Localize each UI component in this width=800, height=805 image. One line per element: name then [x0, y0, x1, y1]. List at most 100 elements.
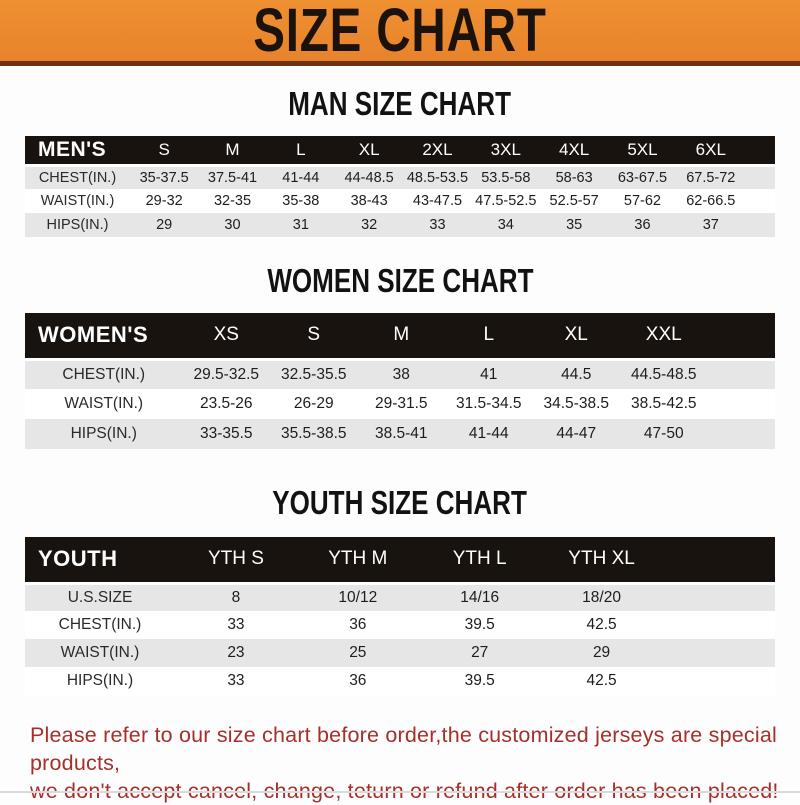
size-cell: 29-31.5 [357, 389, 445, 419]
size-cell: 44-47 [532, 419, 620, 449]
size-cell: 35-37.5 [130, 165, 199, 189]
size-cell: 38 [357, 359, 445, 389]
size-column-header: YTH M [296, 537, 419, 585]
row-filler-cell [744, 189, 775, 213]
size-cell: 32 [334, 213, 404, 237]
size-cell: 10/12 [296, 583, 419, 611]
section-heading-text: YOUTH SIZE CHART [272, 483, 528, 522]
row-label: HIPS(IN.) [25, 213, 130, 237]
table-row: CHEST(IN.) 35-37.5 37.5-41 41-44 44-48.5 48.5… [25, 165, 775, 189]
size-cell: 26-29 [270, 389, 358, 419]
size-cell: 41 [445, 359, 533, 389]
size-cell: 14/16 [418, 583, 541, 611]
size-cell: 62-66.5 [676, 189, 745, 213]
row-filler-cell [707, 359, 775, 389]
size-cell: 38.5-42.5 [620, 389, 708, 419]
row-label: WAIST(IN.) [25, 189, 130, 213]
header-filler-cell [707, 313, 775, 361]
banner: SIZE CHART [0, 0, 800, 66]
row-filler-cell [744, 165, 775, 189]
size-column-header: S [130, 136, 199, 167]
table-row: WAIST(IN.) 23.5-26 26-29 29-31.5 31.5-34.5 34… [25, 389, 775, 419]
size-cell: 57-62 [608, 189, 677, 213]
row-filler-cell [707, 419, 775, 449]
size-cell: 53.5-58 [471, 165, 540, 189]
table-corner-label: YOUTH [25, 537, 175, 585]
size-column-header: XXL [620, 313, 708, 361]
size-cell: 27 [418, 639, 541, 667]
size-cell: 41-44 [445, 419, 533, 449]
row-label: HIPS(IN.) [25, 419, 183, 449]
size-cell: 37.5-41 [198, 165, 267, 189]
size-cell: 36 [296, 611, 419, 639]
section-heading-text: MAN SIZE CHART [288, 84, 512, 123]
size-column-header: S [270, 313, 358, 361]
section-heading-text: WOMEN SIZE CHART [266, 261, 534, 300]
size-column-header: YTH L [418, 537, 541, 585]
size-column-header: 4XL [539, 136, 609, 167]
table-row: CHEST(IN.) 29.5-32.5 32.5-35.5 38 41 44.5 44.5… [25, 359, 775, 389]
table-header-row: WOMEN'S XS S M L XL XXL [25, 313, 775, 361]
table-row: HIPS(IN.) 29 30 31 32 33 34 35 36 37 [25, 213, 775, 237]
size-cell: 67.5-72 [676, 165, 745, 189]
size-cell: 38-43 [334, 189, 404, 213]
size-column-header: M [357, 313, 445, 361]
size-column-header: M [198, 136, 267, 167]
size-cell: 43-47.5 [403, 189, 472, 213]
table-corner-label: WOMEN'S [25, 313, 183, 361]
size-cell: 48.5-53.5 [403, 165, 472, 189]
footer-note-line-1: Please refer to our size chart before or… [30, 723, 777, 775]
size-cell: 38.5-41 [357, 419, 445, 449]
size-cell: 23 [175, 639, 297, 667]
table-corner-label: MEN'S [25, 136, 130, 167]
size-cell: 25 [296, 639, 419, 667]
table-row: U.S.SIZE 8 10/12 14/16 18/20 [25, 583, 775, 611]
size-cell: 63-67.5 [608, 165, 677, 189]
row-label: CHEST(IN.) [25, 165, 130, 189]
row-label: CHEST(IN.) [25, 611, 175, 639]
row-label: HIPS(IN.) [25, 667, 175, 695]
size-cell: 29.5-32.5 [182, 359, 270, 389]
table-row: WAIST(IN.) 29-32 32-35 35-38 38-43 43-47.5 47.… [25, 189, 775, 213]
table-row: WAIST(IN.) 23 25 27 29 [25, 639, 775, 667]
table-row: CHEST(IN.) 33 36 39.5 42.5 [25, 611, 775, 639]
row-label: WAIST(IN.) [25, 389, 183, 419]
size-cell: 47-50 [620, 419, 708, 449]
size-chart-section: YOUTH SIZE CHART YOUTH YTH S YTH M YTH L YTH … [0, 483, 800, 695]
size-chart-section: WOMEN SIZE CHART WOMEN'S XS S M L XL XXL CHEST(I… [0, 261, 800, 449]
bottom-divider [0, 791, 800, 793]
size-cell: 47.5-52.5 [471, 189, 540, 213]
section-heading: WOMEN SIZE CHART [0, 261, 800, 300]
size-cell: 33 [403, 213, 472, 237]
size-cell: 35 [539, 213, 609, 237]
size-cell: 58-63 [539, 165, 609, 189]
row-filler-cell [662, 667, 775, 695]
size-cell: 8 [175, 583, 297, 611]
size-column-header: L [266, 136, 335, 167]
size-cell: 44.5-48.5 [620, 359, 708, 389]
size-table: YOUTH YTH S YTH M YTH L YTH XL U.S.SIZE 8 10/12… [25, 537, 775, 695]
size-column-header: 6XL [676, 136, 745, 167]
size-cell: 35-38 [266, 189, 335, 213]
size-cell: 39.5 [418, 611, 541, 639]
size-cell: 29 [130, 213, 199, 237]
row-label: CHEST(IN.) [25, 359, 183, 389]
size-cell: 39.5 [418, 667, 541, 695]
row-filler-cell [707, 389, 775, 419]
table-row: HIPS(IN.) 33 36 39.5 42.5 [25, 667, 775, 695]
size-table: WOMEN'S XS S M L XL XXL CHEST(IN.) 29.5-32.5 32.5… [25, 313, 775, 449]
size-table: MEN'S S M L XL 2XL 3XL 4XL 5XL 6XL CHEST(IN.) 35-37… [25, 136, 775, 237]
size-column-header: XL [532, 313, 620, 361]
size-cell: 30 [198, 213, 267, 237]
size-column-header: 3XL [471, 136, 540, 167]
size-cell: 34 [471, 213, 540, 237]
size-cell: 33 [175, 611, 297, 639]
sections-container: MAN SIZE CHART MEN'S S M L XL 2XL 3XL 4XL 5XL 6XL C… [0, 84, 800, 695]
size-cell: 31.5-34.5 [445, 389, 533, 419]
size-cell: 42.5 [540, 611, 663, 639]
size-cell: 29-32 [130, 189, 199, 213]
banner-title: SIZE CHART [253, 0, 547, 65]
row-label: U.S.SIZE [25, 583, 175, 611]
size-cell: 34.5-38.5 [532, 389, 620, 419]
row-filler-cell [662, 611, 775, 639]
